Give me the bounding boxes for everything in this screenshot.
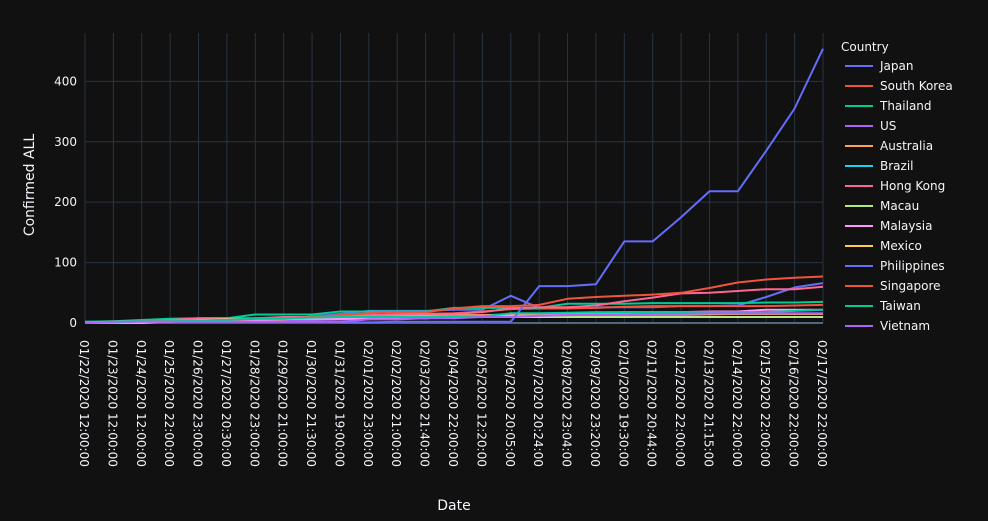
- series-line-hong-kong: [84, 285, 824, 324]
- legend-item-singapore[interactable]: Singapore: [845, 279, 941, 293]
- legend-item-taiwan[interactable]: Taiwan: [845, 299, 921, 313]
- legend-label: Vietnam: [880, 319, 930, 333]
- x-tick-label: 02/17/2020 22:00:00: [815, 340, 829, 467]
- x-tick-label: 01/25/2020 22:00:00: [162, 340, 176, 467]
- x-tick-label: 02/15/2020 22:00:00: [758, 340, 772, 467]
- x-tick-label: 02/10/2020 19:30:00: [616, 340, 630, 467]
- legend-item-brazil[interactable]: Brazil: [845, 159, 914, 173]
- legend-item-japan[interactable]: Japan: [845, 59, 913, 73]
- x-tick-label: 01/27/2020 20:30:00: [219, 340, 233, 467]
- legend-label: Japan: [879, 59, 913, 73]
- legend-label: Australia: [880, 139, 933, 153]
- x-tick-label: 01/29/2020 21:00:00: [276, 340, 290, 467]
- legend-item-hong-kong[interactable]: Hong Kong: [845, 179, 945, 193]
- legend-item-macau[interactable]: Macau: [845, 199, 919, 213]
- y-tick-label: 100: [54, 256, 77, 270]
- y-tick-label: 300: [54, 135, 77, 149]
- x-tick-label: 02/11/2020 20:44:00: [645, 340, 659, 467]
- legend-label: US: [880, 119, 896, 133]
- x-tick-label: 01/26/2020 23:00:00: [191, 340, 205, 467]
- x-tick-label: 02/06/2020 20:05:00: [503, 340, 517, 467]
- y-tick-label: 0: [69, 316, 77, 330]
- legend-item-philippines[interactable]: Philippines: [845, 259, 945, 273]
- series-line-taiwan: [85, 308, 824, 324]
- legend-item-malaysia[interactable]: Malaysia: [845, 219, 932, 233]
- legend-label: South Korea: [880, 79, 953, 93]
- legend-label: Hong Kong: [880, 179, 945, 193]
- x-tick-label: 02/13/2020 21:15:00: [701, 340, 715, 467]
- legend-label: Thailand: [879, 99, 932, 113]
- x-tick-label: 02/09/2020 23:20:00: [588, 340, 602, 467]
- legend-label: Singapore: [880, 279, 941, 293]
- x-axis-title: Date: [437, 498, 470, 514]
- series-line-philippines: [340, 48, 824, 324]
- legend-item-south-korea[interactable]: South Korea: [845, 79, 953, 93]
- legend-item-mexico[interactable]: Mexico: [845, 239, 922, 253]
- x-axis: 01/22/2020 12:00:00 01/23/2020 12:00:00 01…: [77, 340, 829, 467]
- x-tick-label: 01/24/2020 12:00:00: [134, 340, 148, 467]
- legend-label: Macau: [880, 199, 919, 213]
- x-tick-label: 02/04/2020 22:00:00: [446, 340, 460, 467]
- x-tick-label: 02/14/2020 22:00:00: [730, 340, 744, 467]
- x-tick-label: 02/02/2020 21:00:00: [389, 340, 403, 467]
- x-tick-label: 02/08/2020 23:04:00: [560, 340, 574, 467]
- x-tick-label: 01/30/2020 21:30:00: [304, 340, 318, 467]
- legend-title: Country: [841, 40, 889, 54]
- legend-item-vietnam[interactable]: Vietnam: [845, 319, 930, 333]
- y-axis: 0 100 200 300 400: [54, 74, 77, 330]
- x-tick-label: 02/16/2020 22:00:00: [787, 340, 801, 467]
- legend-label: Malaysia: [880, 219, 932, 233]
- legend-label: Brazil: [880, 159, 914, 173]
- y-axis-title: Confirmed ALL: [22, 134, 38, 237]
- legend-item-australia[interactable]: Australia: [845, 139, 933, 153]
- x-tick-label: 02/05/2020 12:20:00: [474, 340, 488, 467]
- x-tick-label: 02/12/2020 22:00:00: [673, 340, 687, 467]
- series-lines: [84, 48, 824, 324]
- y-tick-label: 400: [54, 74, 77, 88]
- x-tick-label: 01/22/2020 12:00:00: [77, 340, 91, 467]
- x-tick-label: 01/31/2020 19:00:00: [332, 340, 346, 467]
- x-tick-label: 02/07/2020 20:24:00: [531, 340, 545, 467]
- x-tick-label: 02/01/2020 23:00:00: [361, 340, 375, 467]
- y-tick-label: 200: [54, 195, 77, 209]
- legend: Country Japan South Korea Thailand US Austra…: [841, 40, 953, 333]
- legend-item-us[interactable]: US: [845, 119, 896, 133]
- legend-item-thailand[interactable]: Thailand: [845, 99, 932, 113]
- gridlines: [84, 33, 824, 324]
- x-tick-label: 01/28/2020 23:00:00: [247, 340, 261, 467]
- series-line-vietnam: [84, 312, 823, 324]
- legend-label: Taiwan: [879, 299, 921, 313]
- legend-label: Philippines: [880, 259, 945, 273]
- x-tick-label: 02/03/2020 21:40:00: [418, 340, 432, 467]
- x-tick-label: 01/23/2020 12:00:00: [105, 340, 119, 467]
- legend-label: Mexico: [880, 239, 922, 253]
